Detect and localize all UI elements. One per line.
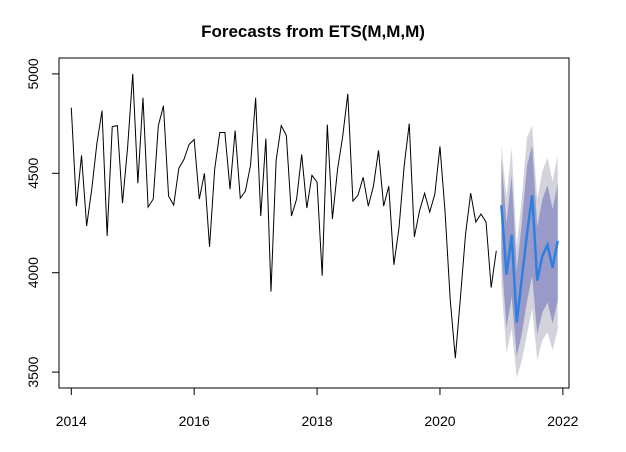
forecast-mean-line [500, 195, 559, 323]
y-tick-label: 4000 [25, 257, 41, 288]
forecast-series [500, 195, 559, 323]
x-tick-label: 2022 [547, 413, 578, 429]
y-tick-label: 5000 [25, 58, 41, 89]
y-tick-label: 3500 [25, 356, 41, 387]
chart-title: Forecasts from ETS(M,M,M) [201, 22, 425, 41]
y-tick-label: 4500 [25, 158, 41, 189]
history-line [70, 73, 497, 359]
x-tick-label: 2018 [301, 413, 332, 429]
x-tick-label: 2016 [179, 413, 210, 429]
x-axis: 2014 2016 2018 2020 2022 [56, 387, 579, 429]
x-tick-label: 2020 [424, 413, 455, 429]
plot-frame [58, 57, 570, 389]
y-axis: 3500 4000 4500 5000 [25, 58, 60, 388]
history-series [70, 73, 497, 359]
x-tick-label: 2014 [56, 413, 87, 429]
